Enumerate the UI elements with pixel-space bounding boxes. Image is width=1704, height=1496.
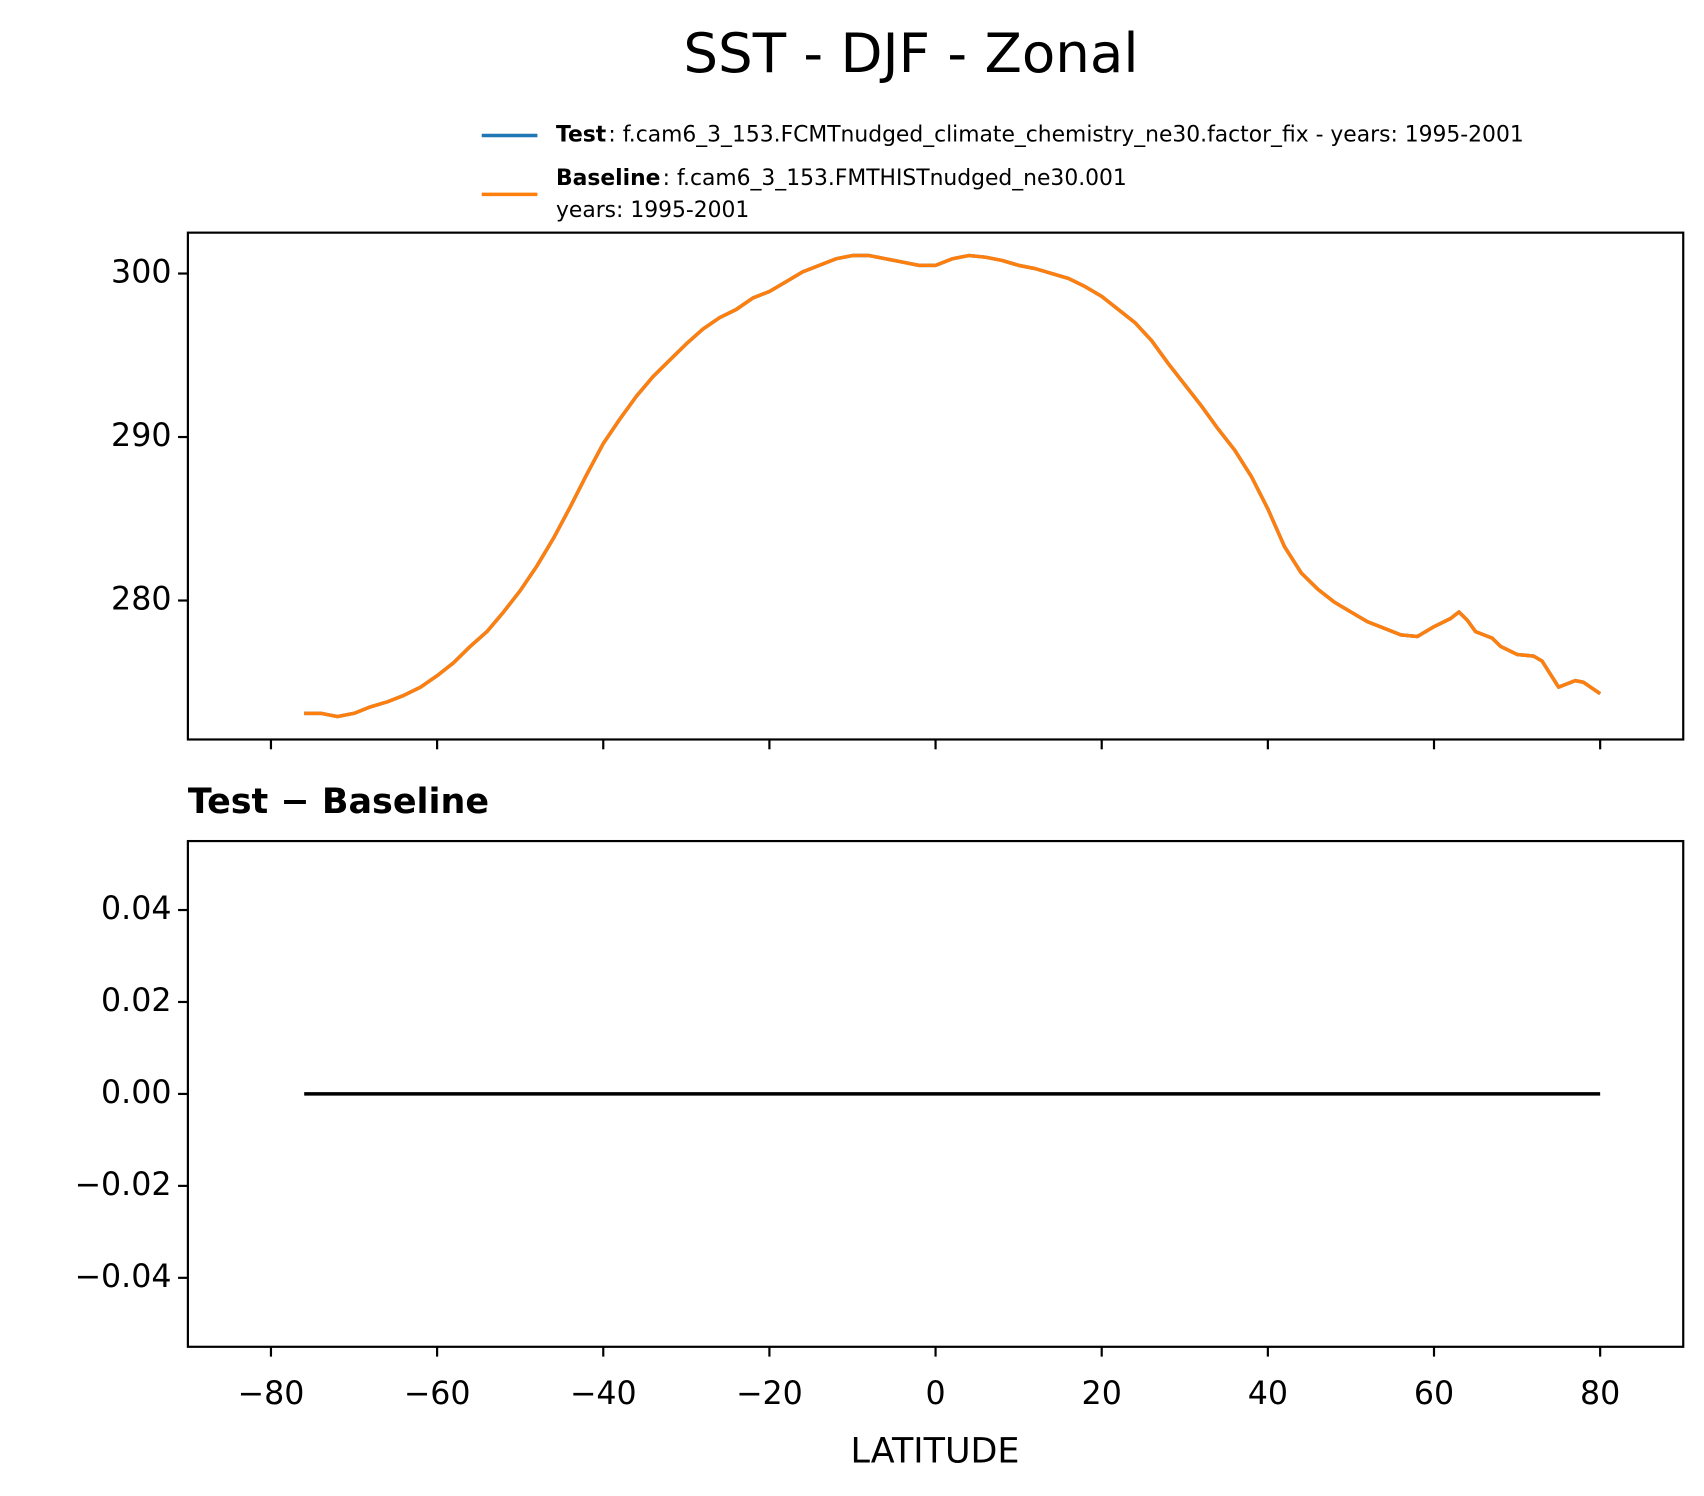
figure-title: SST - DJF - Zonal xyxy=(683,21,1138,85)
x-tick-label: 20 xyxy=(1082,1376,1122,1412)
y-tick-label: 300 xyxy=(111,255,171,291)
x-tick-label: −20 xyxy=(736,1376,803,1412)
y-tick-label: 280 xyxy=(111,582,171,618)
y-tick-label: −0.02 xyxy=(74,1167,171,1203)
legend-description: : f.cam6_3_153.FCMTnudged_climate_chemis… xyxy=(608,122,1523,147)
x-tick-label: −80 xyxy=(238,1376,305,1412)
legend-description: years: 1995-2001 xyxy=(556,198,749,223)
legend-name: Test xyxy=(556,122,606,147)
series-line xyxy=(304,253,1602,719)
x-tick-label: 80 xyxy=(1580,1376,1620,1412)
x-tick-label: −60 xyxy=(404,1376,471,1412)
subplot-title: Test − Baseline xyxy=(188,782,489,822)
y-tick-label: 0.04 xyxy=(101,891,172,927)
legend-name: Baseline xyxy=(556,166,660,191)
y-tick-label: 0.00 xyxy=(101,1075,172,1111)
x-tick-label: 0 xyxy=(925,1376,945,1412)
axes-frame xyxy=(186,839,1685,1348)
series-line xyxy=(304,253,1602,719)
y-tick-label: 0.02 xyxy=(101,983,172,1019)
x-tick-label: 40 xyxy=(1248,1376,1288,1412)
x-tick-label: 60 xyxy=(1414,1376,1454,1412)
x-tick-label: −40 xyxy=(570,1376,637,1412)
x-axis-label: LATITUDE xyxy=(851,1432,1020,1472)
legend-description: : f.cam6_3_153.FMTHISTnudged_ne30.001 xyxy=(663,166,1127,191)
y-tick-label: −0.04 xyxy=(74,1259,171,1295)
y-tick-label: 290 xyxy=(111,418,171,454)
axes-frame xyxy=(186,231,1685,741)
